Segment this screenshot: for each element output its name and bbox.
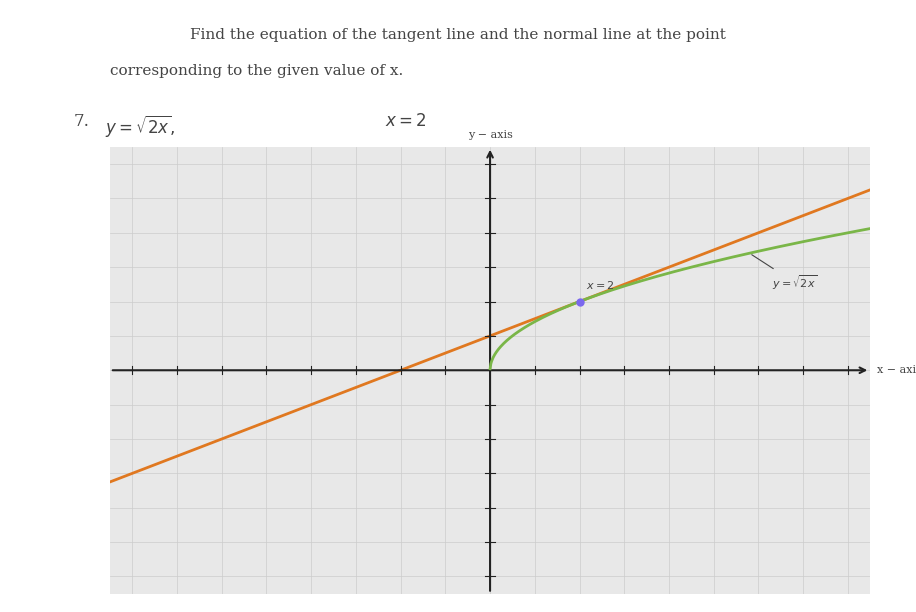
- Text: x − axis: x − axis: [877, 365, 916, 375]
- Text: y − axis: y − axis: [468, 130, 512, 140]
- Text: corresponding to the given value of x.: corresponding to the given value of x.: [110, 64, 403, 78]
- Text: $x = 2$: $x = 2$: [586, 280, 615, 291]
- Text: $y = \sqrt{2x},$: $y = \sqrt{2x},$: [105, 113, 176, 139]
- Text: 7.: 7.: [73, 113, 89, 130]
- Text: Find the equation of the tangent line and the normal line at the point: Find the equation of the tangent line an…: [190, 28, 726, 42]
- Text: $y = \sqrt{2x}$: $y = \sqrt{2x}$: [752, 255, 817, 291]
- Text: $x = 2$: $x = 2$: [385, 113, 427, 130]
